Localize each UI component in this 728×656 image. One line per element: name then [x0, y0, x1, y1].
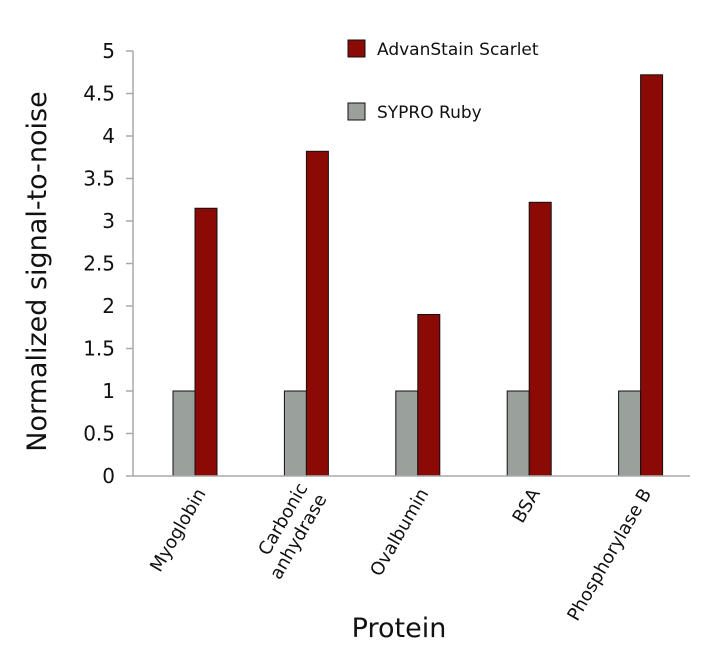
bar-sypro-ruby: [283, 390, 307, 477]
bar-advanstain-scarlet: [640, 74, 664, 477]
bar-advanstain-scarlet: [194, 207, 218, 477]
y-tick-label: 4.5: [83, 82, 115, 106]
x-tick-label-line: BSA: [508, 484, 545, 526]
legend-swatch-advanstain-scarlet: [347, 39, 366, 58]
x-tick-label: Myoglobin: [146, 485, 210, 576]
y-tick-label: 0.5: [83, 422, 115, 446]
y-tick-label: 2: [102, 294, 115, 318]
bar-advanstain-scarlet: [528, 201, 552, 477]
x-tick-label-line: Ovalbumin: [366, 485, 433, 580]
legend-label-sypro-ruby: SYPRO Ruby: [377, 103, 482, 123]
x-tick-label-line: Myoglobin: [146, 485, 210, 576]
bar-sypro-ruby: [506, 390, 530, 477]
x-tick-label-line: Phosphorylase B: [563, 485, 656, 625]
bar-sypro-ruby: [618, 390, 642, 477]
y-tick-label: 3: [102, 209, 115, 233]
bars-layer: [172, 74, 664, 477]
y-tick-label: 4: [102, 124, 115, 148]
y-tick-label: 5: [102, 39, 115, 63]
y-tick-label: 1.5: [83, 337, 115, 361]
x-axis-title: Protein: [352, 613, 447, 644]
legend-label-advanstain-scarlet: AdvanStain Scarlet: [377, 40, 539, 60]
legend-swatch-sypro-ruby: [347, 102, 366, 121]
bar-sypro-ruby: [172, 390, 196, 477]
y-tick-label: 3.5: [83, 167, 115, 191]
x-tick-label: Phosphorylase B: [563, 485, 656, 625]
legend: AdvanStain Scarlet SYPRO Ruby: [347, 39, 539, 123]
bar-advanstain-scarlet: [305, 150, 329, 477]
y-axis-title: Normalized signal-to-noise: [22, 91, 53, 451]
bar-sypro-ruby: [395, 390, 419, 477]
y-tick-label: 2.5: [83, 252, 115, 276]
x-tick-labels: Myoglobin Carbonicanhydrase Ovalbumin BSA Ph…: [146, 480, 656, 625]
x-tick-label: Ovalbumin: [366, 485, 433, 580]
x-tick-label: BSA: [508, 484, 545, 526]
y-tick-label: 1: [102, 379, 115, 403]
y-ticks: 0 0.5 1 1.5 2 2.5 3 3.5 4 4.5 5: [83, 39, 133, 488]
y-tick-label: 0: [102, 464, 115, 488]
bar-advanstain-scarlet: [417, 314, 441, 477]
x-tick-label: Carbonicanhydrase: [247, 480, 332, 584]
